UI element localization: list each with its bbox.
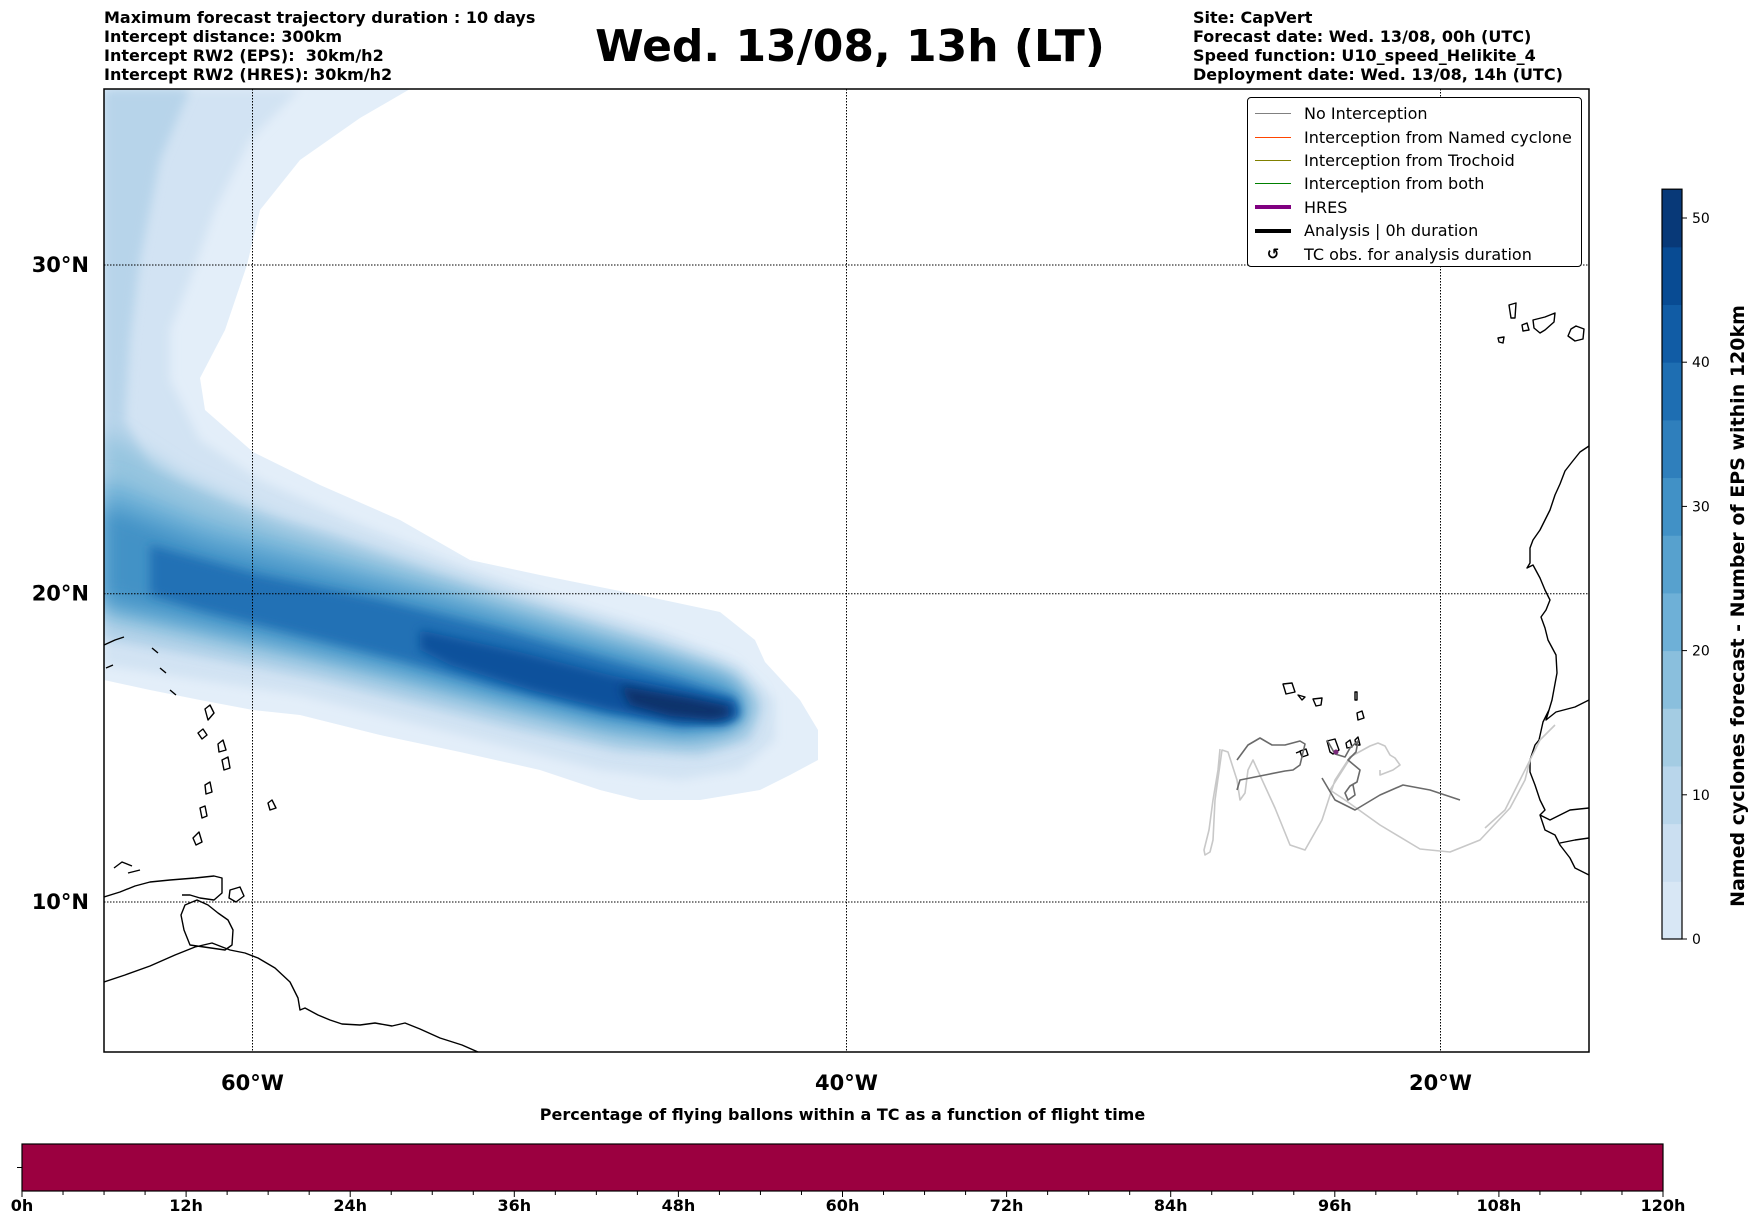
colorbar-level (1662, 535, 1682, 594)
latitude-labels: 30°N 20°N 10°N (32, 253, 89, 914)
legend-item-both: Interception from both (1248, 172, 1581, 195)
coastlines (104, 302, 1589, 1052)
info-line: Intercept distance: 300km (104, 27, 343, 46)
coastline-greater-antilles-edge (104, 636, 177, 874)
coastline-south-america (104, 942, 479, 1052)
colorbar-level (1662, 708, 1682, 767)
latitude-tick-label: 20°N (32, 582, 89, 606)
line-swatch-icon (1255, 228, 1291, 233)
colorbar-level (1662, 477, 1682, 536)
flight-time-tick-label: 48h (662, 1196, 696, 1213)
legend-item-hres: HRES (1248, 196, 1581, 219)
longitude-tick-label: 20°W (1409, 1071, 1472, 1095)
colorbar-label: Named cyclones forecast - Number of EPS … (1727, 305, 1748, 907)
colorbar-tick-label: 40 (1692, 355, 1710, 371)
coastline-guyana-coast (180, 899, 234, 951)
legend-label: Analysis | 0h duration (1304, 221, 1479, 241)
colorbar-level (1662, 189, 1682, 248)
colorbar-level (1662, 881, 1682, 940)
legend-item-analysis: Analysis | 0h duration (1248, 219, 1581, 242)
legend-item-named-cyclone: Interception from Named cyclone (1248, 125, 1581, 148)
map-frame (103, 88, 1590, 1053)
line-swatch-icon (1255, 205, 1291, 210)
flight-time-tick-label: 120h (1641, 1196, 1686, 1213)
legend-label: Interception from Named cyclone (1304, 127, 1572, 147)
legend-label: TC obs. for analysis duration (1304, 244, 1532, 264)
info-line: Deployment date: Wed. 13/08, 14h (UTC) (1193, 65, 1563, 84)
cyclone-density-plume (104, 89, 818, 800)
flight-time-tick-label: 36h (497, 1196, 531, 1213)
colorbar-level (1662, 304, 1682, 363)
colorbar-tick-label: 30 (1692, 499, 1710, 515)
colorbar-level (1662, 246, 1682, 306)
density-level-9 (620, 686, 730, 720)
latitude-tick-label: 30°N (32, 253, 89, 277)
info-line: Forecast date: Wed. 13/08, 00h (UTC) (1193, 27, 1532, 46)
legend-item-no-interception: No Interception (1248, 102, 1581, 125)
legend-item-tc-obs: ↺ TC obs. for analysis duration (1248, 242, 1581, 265)
flight-time-tick-label: 24h (333, 1196, 367, 1213)
info-line: Intercept RW2 (EPS): 30km/h2 (104, 46, 384, 65)
colorbar-level (1662, 592, 1682, 652)
flight-time-bar: 0h 12h 24h 36h 48h 60h 72h 84h 96h 108h 120h (11, 1143, 1686, 1213)
legend-label: Interception from both (1304, 174, 1485, 194)
line-swatch-icon (1255, 159, 1291, 161)
coastline-lesser-antilles (192, 704, 277, 846)
colorbar-tick-label: 20 (1692, 644, 1710, 660)
info-line: Site: CapVert (1193, 8, 1313, 27)
coastline-venezuela (104, 875, 223, 901)
flight-time-tick-label: 60h (826, 1196, 860, 1213)
longitude-tick-label: 40°W (815, 1071, 878, 1095)
longitude-tick-label: 60°W (221, 1071, 284, 1095)
line-swatch-icon (1255, 113, 1291, 115)
coastline-west-africa (1526, 445, 1589, 876)
tc-symbol-icon: ↺ (1266, 244, 1280, 263)
flight-time-tick-label: 96h (1318, 1196, 1352, 1213)
flight-time-bar-title: Percentage of flying ballons within a TC… (539, 1105, 1146, 1124)
legend-label: Interception from Trochoid (1304, 150, 1515, 170)
forecast-parameters-info: Maximum forecast trajectory duration : 1… (104, 8, 574, 84)
info-line: Maximum forecast trajectory duration : 1… (104, 8, 536, 27)
latitude-tick-label: 10°N (32, 890, 89, 914)
trajectory-light (1203, 724, 1556, 856)
colorbar-level (1662, 823, 1682, 882)
flight-time-tick-label: 72h (990, 1196, 1024, 1213)
flight-time-tick-label: 0h (11, 1196, 34, 1213)
coastline-trinidad (228, 886, 245, 903)
flight-time-tick-label: 108h (1477, 1196, 1522, 1213)
colorbar-tick-label: 0 (1692, 932, 1701, 948)
line-swatch-icon (1255, 183, 1291, 185)
flight-time-bar-fill (21, 1143, 1664, 1192)
line-swatch-icon (1255, 136, 1291, 138)
longitude-labels: 60°W 40°W 20°W (221, 1071, 1472, 1095)
colorbar-tick-label: 50 (1692, 211, 1710, 227)
colorbar-tick-label: 10 (1692, 788, 1710, 804)
colorbar: 0 10 20 30 40 50 (1661, 188, 1710, 948)
flight-time-tick-label: 84h (1154, 1196, 1188, 1213)
trajectory-dark (1236, 737, 1461, 811)
colorbar-level (1662, 650, 1682, 709)
page-title: Wed. 13/08, 13h (LT) (595, 21, 1105, 72)
legend-item-trochoid: Interception from Trochoid (1248, 149, 1581, 172)
legend-label: HRES (1304, 197, 1348, 217)
info-line: Intercept RW2 (HRES): 30km/h2 (104, 65, 393, 84)
launch-site-marker (1333, 749, 1339, 755)
legend: No Interception Interception from Named … (1247, 97, 1582, 267)
legend-label: No Interception (1304, 104, 1428, 124)
colorbar-level (1662, 419, 1682, 479)
coastline-canary-islands (1497, 302, 1585, 344)
info-line: Speed function: U10_speed_Helikite_4 (1193, 46, 1536, 65)
balloon-trajectories (1203, 724, 1556, 856)
colorbar-level (1662, 362, 1682, 421)
flight-time-tick-label: 12h (169, 1196, 203, 1213)
colorbar-frame (1661, 188, 1683, 940)
colorbar-level (1662, 765, 1682, 825)
site-info: Site: CapVert Forecast date: Wed. 13/08, … (1193, 8, 1613, 84)
